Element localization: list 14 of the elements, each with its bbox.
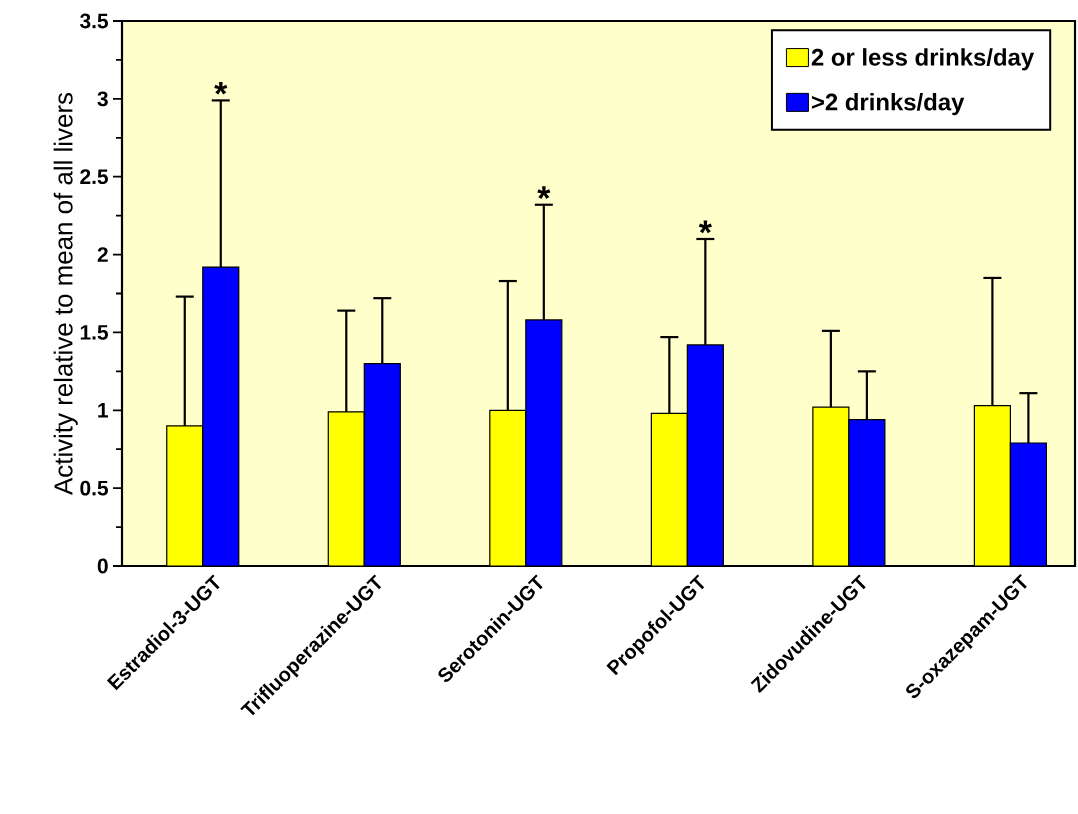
y-tick-label: 0.5 (80, 480, 108, 496)
y-tick-label: 3.5 (79, 13, 108, 29)
y-tick-label: 0 (97, 558, 108, 574)
legend-label: >2 drinks/day (811, 92, 965, 116)
annotation: * (537, 186, 551, 199)
y-axis-title: Activity relative to mean of all livers (53, 92, 78, 495)
y-tick-label: 3 (97, 91, 108, 107)
y-tick-label: 2.5 (80, 169, 108, 185)
annotation: * (698, 220, 712, 234)
y-tick-label: 1 (98, 403, 108, 418)
y-tick-label: 2 (97, 247, 108, 262)
legend-label: 2 or less drinks/day (811, 48, 1035, 71)
annotation: * (214, 82, 228, 95)
y-tick-label: 1.5 (80, 325, 108, 340)
